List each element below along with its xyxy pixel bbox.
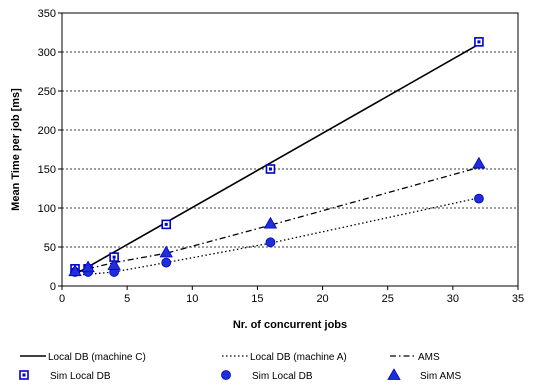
gridlines xyxy=(62,51,518,248)
data-point-triangle xyxy=(263,216,278,229)
legend-label-5: Sim AMS xyxy=(420,371,461,382)
legend-swatch-5 xyxy=(387,368,401,380)
series-line-1 xyxy=(74,197,480,276)
y-tick-label: 350 xyxy=(38,8,56,20)
legend-item-5: Sim AMS xyxy=(387,368,461,382)
x-tick-label: 35 xyxy=(512,293,524,305)
series-line-2 xyxy=(74,166,480,273)
x-tick-label: 5 xyxy=(124,293,130,305)
x-tick-label: 20 xyxy=(316,293,328,305)
legend-label-3: Sim Local DB xyxy=(50,371,111,382)
legend-item-4: Sim Local DB xyxy=(221,370,313,382)
y-tick-label: 100 xyxy=(38,203,56,215)
x-axis-ticks: 0 5 10 15 20 25 30 35 xyxy=(59,286,524,305)
y-tick-label: 200 xyxy=(38,125,56,137)
data-point-square-center xyxy=(268,167,272,171)
legend: Local DB (machine C) Local DB (machine A)… xyxy=(19,352,461,382)
data-point-circle xyxy=(161,257,172,268)
y-tick-label: 0 xyxy=(50,281,56,293)
data-point-triangle xyxy=(107,258,121,270)
data-point-square-center xyxy=(477,40,481,44)
legend-item-0: Local DB (machine C) xyxy=(20,352,146,363)
x-tick-label: 0 xyxy=(59,293,65,305)
y-tick-label: 50 xyxy=(44,242,56,254)
data-point-square-center xyxy=(112,255,116,259)
y-axis-ticks: 0 50 100 150 200 250 300 350 xyxy=(38,8,62,293)
data-point-circle xyxy=(265,237,276,248)
x-tick-label: 10 xyxy=(186,293,198,305)
data-point-triangle xyxy=(472,156,486,169)
x-tick-label: 15 xyxy=(251,293,263,305)
series-4 xyxy=(70,193,484,277)
data-point-triangle xyxy=(159,245,173,258)
legend-label-0: Local DB (machine C) xyxy=(48,352,146,363)
x-tick-label: 25 xyxy=(382,293,394,305)
data-point-square-center xyxy=(164,222,168,226)
series-5 xyxy=(68,156,486,277)
series-1 xyxy=(74,197,480,276)
legend-swatch-3-center xyxy=(22,373,26,377)
x-tick-label: 30 xyxy=(447,293,459,305)
series-layer xyxy=(68,37,486,277)
data-point-circle xyxy=(474,193,484,204)
series-line-0 xyxy=(74,43,480,275)
y-axis-label: Mean Time per job [ms] xyxy=(10,88,22,211)
legend-item-2: AMS xyxy=(390,352,440,363)
legend-label-4: Sim Local DB xyxy=(252,371,313,382)
series-3 xyxy=(70,37,484,274)
data-point-triangle xyxy=(68,264,82,277)
series-0 xyxy=(74,43,480,275)
plot-area xyxy=(61,12,519,287)
y-tick-label: 150 xyxy=(38,164,56,176)
legend-label-1: Local DB (machine A) xyxy=(250,352,347,363)
legend-label-2: AMS xyxy=(418,352,440,363)
y-tick-label: 250 xyxy=(38,86,56,98)
series-2 xyxy=(74,166,480,273)
legend-item-1: Local DB (machine A) xyxy=(222,352,347,363)
y-tick-label: 300 xyxy=(38,47,56,59)
x-axis-label: Nr. of concurrent jobs xyxy=(233,319,347,331)
data-point-triangle xyxy=(81,260,95,273)
legend-swatch-4 xyxy=(221,370,231,380)
legend-item-3: Sim Local DB xyxy=(19,370,111,382)
